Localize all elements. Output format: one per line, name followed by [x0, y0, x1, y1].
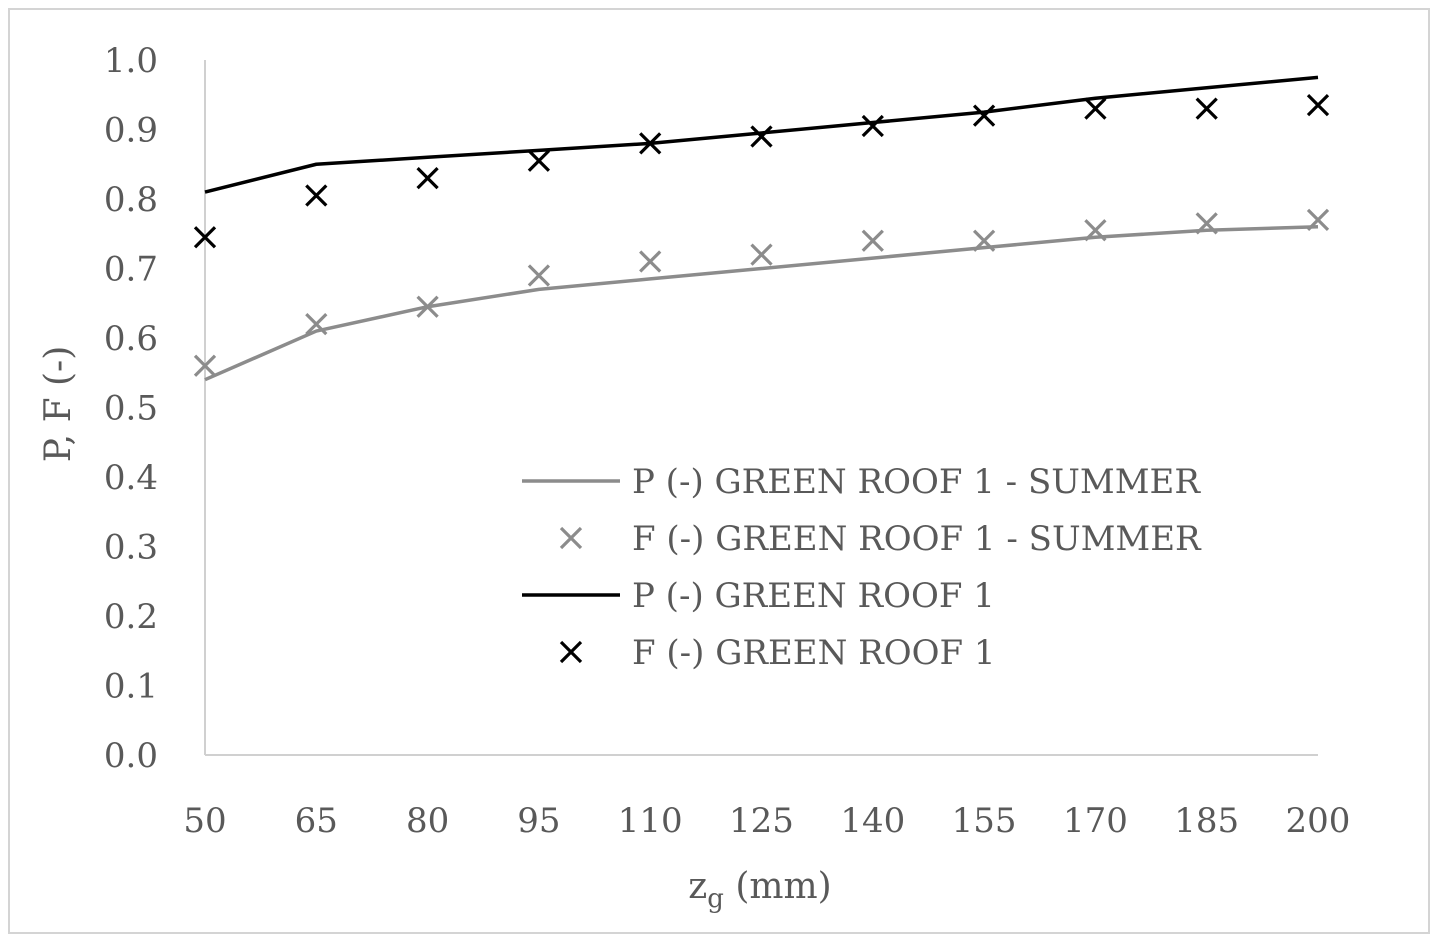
x-axis-title-main: z [688, 866, 707, 907]
data-point-marker [1306, 208, 1330, 231]
legend-label: F (-) GREEN ROOF 1 - SUMMER [632, 519, 1202, 559]
data-point-marker [527, 264, 551, 287]
y-tick-label: 0.7 [104, 250, 158, 290]
legend-label: P (-) GREEN ROOF 1 [632, 576, 995, 616]
data-point-marker [1084, 97, 1107, 120]
legend-marker-sample [559, 526, 583, 550]
data-point-marker [1195, 212, 1218, 235]
axes: 0.0 0.1 0.2 0.3 0.4 0.5 0.6 0.7 0.8 0.9 1.0 50 65 80 9… [104, 41, 1351, 841]
y-tick-label: 0.9 [104, 111, 158, 151]
data-point-marker [527, 149, 551, 172]
legend-item: F (-) GREEN ROOF 1 [559, 633, 996, 673]
y-tick-label: 0.4 [104, 458, 158, 498]
series-0 [204, 225, 1319, 382]
y-tick-label: 0.6 [104, 319, 158, 359]
data-point-marker [750, 125, 773, 148]
y-tick-label: 0.2 [104, 597, 158, 637]
legend-label: F (-) GREEN ROOF 1 [632, 633, 996, 673]
y-tick-label: 0.0 [104, 736, 158, 776]
chart-frame [8, 8, 1430, 934]
data-point-marker [639, 250, 662, 273]
data-point-marker [639, 132, 662, 155]
series-line [204, 75, 1319, 194]
series-layer [193, 75, 1330, 382]
data-point-marker [416, 295, 439, 318]
data-point-marker [1195, 97, 1218, 120]
series-1 [193, 208, 1330, 377]
legend-item: F (-) GREEN ROOF 1 - SUMMER [559, 519, 1202, 559]
data-point-marker [750, 243, 773, 266]
legend-item: P (-) GREEN ROOF 1 - SUMMER [522, 462, 1201, 502]
x-tick-label: 110 [618, 801, 683, 841]
x-tick-label: 155 [952, 801, 1017, 841]
x-axis-title: zg (mm) [688, 866, 831, 914]
data-point-marker [416, 167, 439, 190]
data-point-marker [193, 226, 217, 249]
data-point-marker [861, 114, 884, 138]
x-tick-label: 170 [1063, 801, 1128, 841]
x-tick-label: 200 [1286, 801, 1351, 841]
y-tick-label: 0.1 [104, 667, 158, 707]
x-tick-label: 65 [295, 801, 338, 841]
data-point-marker [305, 312, 328, 336]
series-3 [193, 94, 1330, 249]
data-point-marker [1306, 94, 1330, 117]
legend-label: P (-) GREEN ROOF 1 - SUMMER [632, 462, 1201, 502]
series-line [204, 225, 1319, 382]
data-point-marker [972, 229, 996, 252]
y-tick-label: 0.3 [104, 528, 158, 568]
y-axis-title: P, F (-) [38, 346, 79, 463]
y-tick-label: 0.5 [104, 389, 158, 429]
data-point-marker [1084, 219, 1107, 242]
y-tick-label: 0.8 [104, 180, 158, 220]
series-2 [204, 75, 1319, 194]
legend-marker-sample [559, 640, 583, 664]
x-axis-title-unit: (mm) [724, 866, 832, 907]
legend-item: P (-) GREEN ROOF 1 [522, 576, 995, 616]
x-tick-label: 140 [840, 801, 905, 841]
data-point-marker [193, 354, 217, 377]
x-tick-label: 95 [517, 801, 560, 841]
data-point-marker [305, 184, 328, 207]
y-tick-label: 1.0 [104, 41, 158, 81]
x-tick-label: 50 [183, 801, 226, 841]
x-tick-label: 125 [729, 801, 794, 841]
x-axis-title-subscript: g [707, 884, 724, 914]
x-tick-label: 80 [406, 801, 449, 841]
legend: P (-) GREEN ROOF 1 - SUMMER F (-) GREEN R… [522, 462, 1202, 673]
data-point-marker [861, 229, 884, 252]
x-tick-label: 185 [1174, 801, 1239, 841]
data-point-marker [972, 104, 996, 127]
